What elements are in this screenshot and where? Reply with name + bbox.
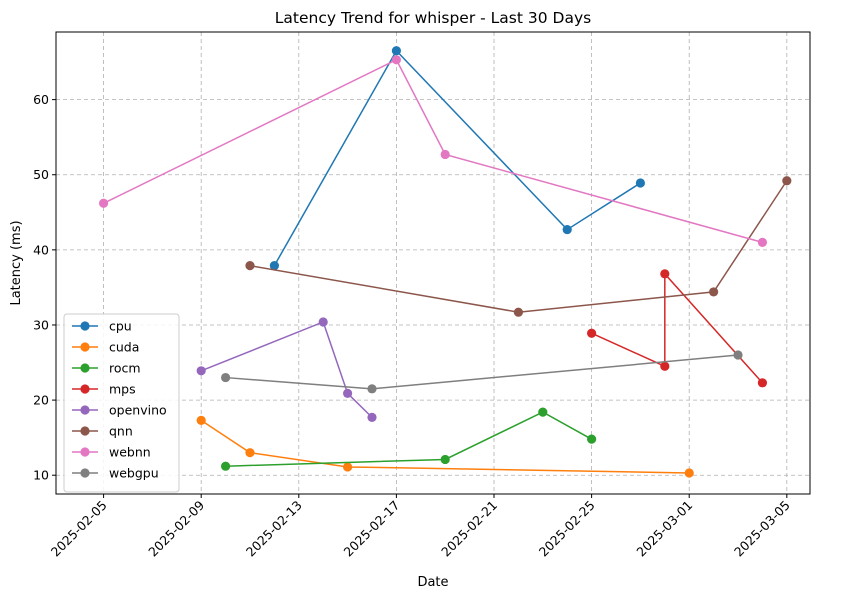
series-line-rocm [225,411,592,467]
data-point-cuda [342,462,353,472]
data-point-rocm [538,407,548,417]
x-tick-label: 2025-02-13 [243,498,305,560]
data-point-qnn [245,261,255,271]
data-point-webgpu [733,350,743,360]
legend-box [63,313,180,493]
data-point-mps [660,361,670,371]
data-point-cpu [391,46,401,56]
y-tick-label: 30 [33,317,49,332]
legend-marker-webgpu [80,468,90,478]
x-tick-label: 2025-02-25 [536,498,598,560]
data-point-mps [757,378,768,388]
data-point-qnn [709,287,719,297]
data-point-openvino [342,388,353,398]
y-tick-label: 10 [33,468,49,483]
y-axis-title: Latency (ms) [9,220,24,305]
legend-marker-qnn [80,426,90,436]
data-point-webnn [440,149,450,160]
legend-label-webnn: webnn [109,445,151,460]
y-tick-label: 20 [33,393,49,408]
series-line-qnn [249,180,788,313]
x-axis-title: Date [417,575,448,590]
legend-item-cuda: cuda [72,340,139,355]
data-point-webgpu [367,384,377,394]
series-openvino [196,317,377,422]
series-line-mps [591,271,763,384]
legend: cpu cuda rocm mps openvino qnn webnn webgpu [63,313,180,493]
chart-title: Latency Trend for whisper - Last 30 Days [275,9,591,27]
data-point-openvino [367,412,377,422]
series-cuda [196,415,694,478]
legend-item-webnn: webnn [72,445,151,460]
data-point-mps [660,269,670,279]
legend-label-qnn: qnn [109,424,133,439]
legend-marker-rocm [80,363,90,373]
x-tick-label: 2025-02-09 [145,497,207,559]
data-point-cuda [684,468,694,478]
grid [56,32,810,494]
data-point-cpu [269,261,279,271]
legend-item-qnn: qnn [72,424,133,439]
legend-item-cpu: cpu [72,319,132,334]
data-point-webnn [98,198,109,208]
data-point-qnn [513,307,524,317]
legend-label-rocm: rocm [109,361,141,376]
legend-label-cuda: cuda [109,340,139,355]
x-tick-label: 2025-02-17 [341,498,403,560]
series-webnn [98,55,768,247]
series-line-cuda [200,419,690,474]
legend-marker-openvino [80,405,90,415]
x-tick-label: 2025-02-21 [438,498,500,560]
y-tick-label: 60 [33,92,49,107]
data-point-webnn [391,55,401,65]
y-tick-label: 40 [33,242,49,257]
legend-label-webgpu: webgpu [109,466,159,481]
data-point-cuda [245,448,255,458]
series-line-webgpu [225,354,739,390]
series-line-openvino [200,320,373,418]
legend-label-cpu: cpu [109,319,132,334]
legend-marker-mps [80,384,90,394]
series-cpu [269,46,646,271]
plot-frame [55,31,811,495]
data-point-cuda [196,415,206,425]
x-tick-label: 2025-02-05 [48,498,110,560]
series-mps [587,269,768,388]
series-layer [98,46,792,478]
legend-item-mps: mps [72,382,136,397]
series-webgpu [220,350,743,394]
data-point-webgpu [220,372,231,383]
x-tick-label: 2025-03-05 [731,498,793,560]
legend-item-webgpu: webgpu [72,466,159,481]
y-tick-label: 50 [33,167,49,182]
data-point-openvino [196,366,206,376]
legend-marker-cuda [80,342,90,352]
legend-item-openvino: openvino [72,403,167,418]
data-point-rocm [220,461,231,471]
legend-item-rocm: rocm [72,361,141,376]
series-line-cpu [273,49,641,266]
legend-marker-cpu [80,321,90,331]
series-rocm [220,407,597,471]
legend-label-mps: mps [109,382,136,397]
data-point-qnn [782,176,792,186]
data-point-mps [587,328,597,338]
legend-label-openvino: openvino [109,403,167,418]
legend-marker-webnn [80,447,90,457]
data-point-webnn [757,237,768,247]
data-point-openvino [318,317,328,327]
x-tick-label: 2025-03-01 [633,498,695,560]
series-qnn [245,176,792,317]
data-point-rocm [587,434,597,444]
data-point-rocm [440,454,450,465]
data-point-cpu [562,224,572,235]
data-point-cpu [635,178,646,188]
series-line-webnn [103,58,763,244]
